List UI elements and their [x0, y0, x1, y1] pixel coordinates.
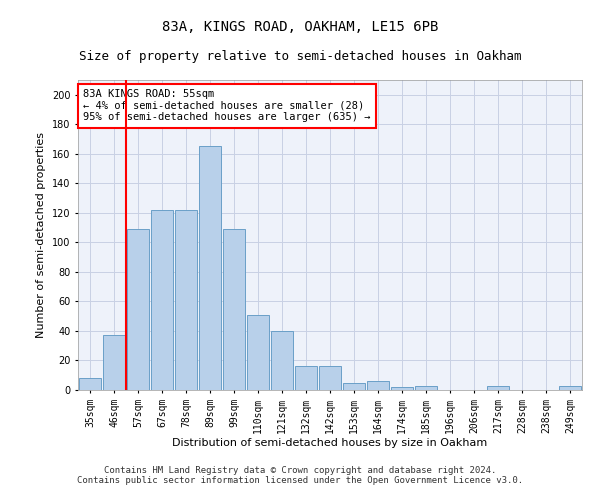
Bar: [487, 386, 509, 390]
Bar: [103, 336, 125, 390]
Bar: [559, 386, 581, 390]
Bar: [247, 314, 269, 390]
Bar: [151, 210, 173, 390]
Bar: [79, 378, 101, 390]
Text: 83A KINGS ROAD: 55sqm
← 4% of semi-detached houses are smaller (28)
95% of semi-: 83A KINGS ROAD: 55sqm ← 4% of semi-detac…: [83, 90, 371, 122]
Text: 83A, KINGS ROAD, OAKHAM, LE15 6PB: 83A, KINGS ROAD, OAKHAM, LE15 6PB: [162, 20, 438, 34]
Bar: [391, 387, 413, 390]
Bar: [175, 210, 197, 390]
Bar: [199, 146, 221, 390]
X-axis label: Distribution of semi-detached houses by size in Oakham: Distribution of semi-detached houses by …: [172, 438, 488, 448]
Text: Contains HM Land Registry data © Crown copyright and database right 2024.
Contai: Contains HM Land Registry data © Crown c…: [77, 466, 523, 485]
Bar: [319, 366, 341, 390]
Bar: [127, 229, 149, 390]
Bar: [415, 386, 437, 390]
Bar: [367, 381, 389, 390]
Y-axis label: Number of semi-detached properties: Number of semi-detached properties: [37, 132, 46, 338]
Bar: [343, 382, 365, 390]
Bar: [223, 229, 245, 390]
Bar: [271, 331, 293, 390]
Text: Size of property relative to semi-detached houses in Oakham: Size of property relative to semi-detach…: [79, 50, 521, 63]
Bar: [295, 366, 317, 390]
